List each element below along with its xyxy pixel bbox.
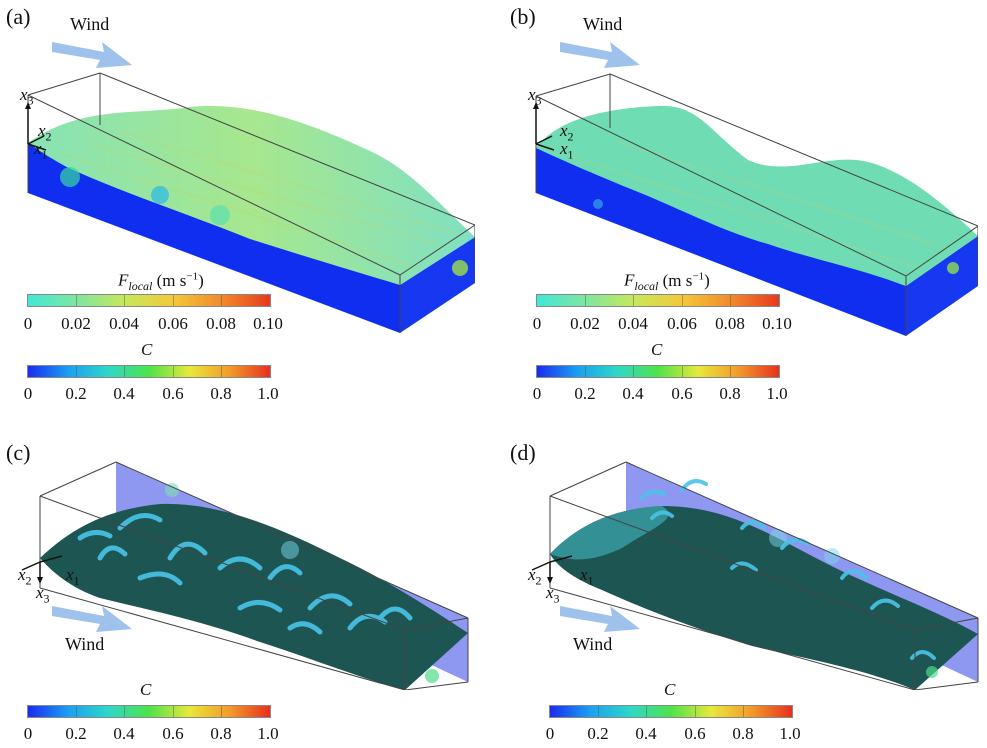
tick-label: 0.8 bbox=[719, 384, 741, 403]
tick-label: 0 bbox=[23, 724, 33, 743]
tick-label: 0.6 bbox=[684, 724, 706, 743]
tick-label: 0 bbox=[23, 314, 33, 333]
panel-d-c-colorbar bbox=[549, 705, 793, 718]
wind-arrow-icon bbox=[560, 606, 640, 632]
panel-a-wind-label: Wind bbox=[70, 14, 110, 34]
panel-a-axis-x1: x1 bbox=[34, 139, 48, 162]
panel-b-c-title: C bbox=[651, 340, 663, 359]
tick-label: 0.6 bbox=[671, 384, 693, 403]
panel-a-axes-icon bbox=[25, 102, 47, 151]
tick-label: 0.2 bbox=[65, 724, 87, 743]
panel-c-axes-icon bbox=[21, 555, 63, 584]
wind-arrow-icon bbox=[560, 42, 640, 68]
tick-label: 0 bbox=[23, 384, 33, 403]
tick-label: 0 bbox=[545, 724, 555, 743]
panel-b-c-colorbar bbox=[536, 365, 780, 378]
tick-label: 1.0 bbox=[779, 724, 801, 743]
panel-a-flocal-title: Flocal (m s−1) bbox=[118, 270, 204, 294]
tick-label: 0.6 bbox=[162, 724, 184, 743]
panel-a-axis-x2: x2 bbox=[38, 121, 52, 144]
tick-label: 0.4 bbox=[113, 724, 135, 743]
panel-a-simulation bbox=[27, 72, 475, 333]
tick-label: 0.02 bbox=[570, 314, 600, 333]
panel-c-c-colorbar bbox=[27, 705, 271, 718]
tick-label: 1.0 bbox=[257, 724, 279, 743]
panel-b-axes-icon bbox=[533, 102, 555, 151]
tick-label: 0.2 bbox=[574, 384, 596, 403]
tick-label: 0.6 bbox=[162, 384, 184, 403]
tick-label: 0.8 bbox=[210, 384, 232, 403]
panel-b-axis-x2: x2 bbox=[560, 121, 574, 144]
panel-c-wind-label: Wind bbox=[65, 634, 105, 654]
panel-c-axis-x2: x2 bbox=[18, 565, 32, 588]
panel-c-label: (c) bbox=[6, 440, 31, 465]
panel-b-axis-x3: x3 bbox=[528, 85, 542, 108]
tick-label: 0.10 bbox=[762, 314, 792, 333]
panel-c-simulation bbox=[39, 461, 469, 690]
panel-b-flocal-title: Flocal (m s−1) bbox=[624, 270, 710, 294]
panel-b-simulation bbox=[535, 73, 978, 336]
panel-a-axis-x3: x3 bbox=[20, 85, 34, 108]
panel-c-c-title: C bbox=[140, 680, 152, 699]
tick-label: 0.4 bbox=[622, 384, 644, 403]
panel-b-wind-label: Wind bbox=[583, 14, 623, 34]
tick-label: 0.8 bbox=[210, 724, 232, 743]
tick-label: 1.0 bbox=[766, 384, 788, 403]
tick-label: 0.06 bbox=[667, 314, 697, 333]
tick-label: 0 bbox=[532, 384, 542, 403]
tick-label: 0.4 bbox=[635, 724, 657, 743]
panel-a-c-title: C bbox=[141, 340, 153, 359]
wind-arrow-icon bbox=[52, 42, 132, 68]
tick-label: 0.06 bbox=[158, 314, 188, 333]
tick-label: 0.08 bbox=[206, 314, 236, 333]
tick-label: 0.08 bbox=[715, 314, 745, 333]
panel-d-axis-x2: x2 bbox=[528, 565, 542, 588]
tick-label: 0 bbox=[532, 314, 542, 333]
tick-label: 0.04 bbox=[109, 314, 139, 333]
panel-d-simulation bbox=[549, 461, 979, 690]
panel-b-label: (b) bbox=[510, 4, 536, 29]
panel-d-label: (d) bbox=[510, 440, 536, 465]
panel-a-label: (a) bbox=[6, 4, 31, 29]
tick-label: 0.04 bbox=[618, 314, 648, 333]
panel-d-axis-x3: x3 bbox=[546, 583, 560, 606]
tick-label: 1.0 bbox=[257, 384, 279, 403]
panel-b-axis-x1: x1 bbox=[560, 139, 574, 162]
panel-d-c-title: C bbox=[664, 680, 676, 699]
tick-label: 0.02 bbox=[61, 314, 91, 333]
wind-arrow-icon bbox=[52, 606, 132, 632]
tick-label: 0.2 bbox=[587, 724, 609, 743]
panel-c-axis-x1: x1 bbox=[66, 565, 80, 588]
panel-d-axes-icon bbox=[531, 555, 573, 584]
tick-label: 0.2 bbox=[65, 384, 87, 403]
tick-label: 0.4 bbox=[113, 384, 135, 403]
panel-a-c-colorbar bbox=[27, 365, 271, 378]
panel-c-axis-x3: x3 bbox=[36, 583, 50, 606]
panel-d-axis-x1: x1 bbox=[580, 565, 594, 588]
tick-label: 0.10 bbox=[253, 314, 283, 333]
tick-label: 0.8 bbox=[732, 724, 754, 743]
panel-a-flocal-colorbar bbox=[27, 294, 271, 307]
panel-d-wind-label: Wind bbox=[573, 634, 613, 654]
panel-b-flocal-colorbar bbox=[536, 294, 780, 307]
